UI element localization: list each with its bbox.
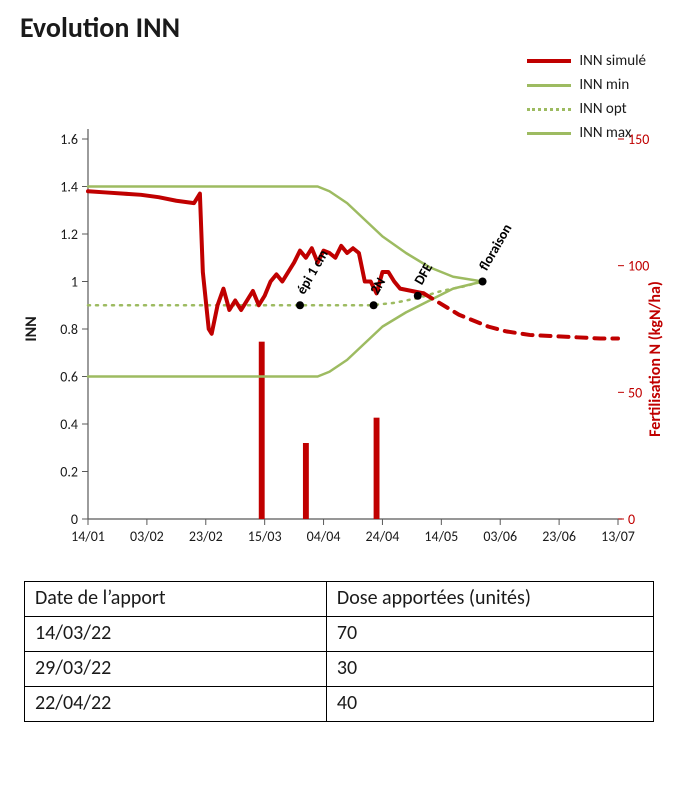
inn-chart: INN simulé INN min INN opt INN max 0 0.2 0… [18,49,664,569]
legend-label: INN simulé [579,49,646,73]
svg-text:03/02: 03/02 [130,528,164,545]
chart-legend: INN simulé INN min INN opt INN max [527,49,646,145]
table-cell: 29/03/22 [25,652,327,687]
svg-text:23/02: 23/02 [189,528,223,545]
svg-text:DFE: DFE [411,260,437,288]
svg-text:50: 50 [628,384,642,401]
table-header: Dose apportées (unités) [326,582,653,617]
legend-item: INN max [527,121,646,145]
svg-text:0.4: 0.4 [60,416,78,433]
legend-label: INN min [579,73,629,97]
svg-text:14/05: 14/05 [424,528,458,545]
table-header: Date de l’apport [25,582,327,617]
table-cell: 22/04/22 [25,687,327,722]
svg-text:1: 1 [71,274,78,291]
svg-text:floraison: floraison [475,221,515,274]
svg-text:Fertilisation N (kgN/ha): Fertilisation N (kgN/ha) [646,281,664,437]
svg-text:15/03: 15/03 [248,528,282,545]
legend-swatch [527,59,571,63]
legend-item: INN opt [527,97,646,121]
page-title: Evolution INN [20,10,665,45]
svg-text:0.8: 0.8 [60,321,78,338]
svg-text:1.6: 1.6 [60,131,78,148]
svg-text:0: 0 [628,511,635,528]
svg-text:0: 0 [71,511,78,528]
table-cell: 30 [326,652,653,687]
svg-text:1.2: 1.2 [60,226,78,243]
svg-text:04/04: 04/04 [307,528,341,545]
svg-text:1.4: 1.4 [60,179,78,196]
svg-text:03/06: 03/06 [483,528,517,545]
svg-text:14/01: 14/01 [71,528,105,545]
legend-swatch [527,108,571,111]
svg-text:2N: 2N [366,275,389,298]
svg-text:13/07: 13/07 [601,528,635,545]
legend-item: INN min [527,73,646,97]
legend-item: INN simulé [527,49,646,73]
legend-swatch [527,84,571,87]
svg-text:0.6: 0.6 [60,369,78,386]
legend-label: INN max [579,121,631,145]
table-cell: 70 [326,617,653,652]
legend-swatch [527,132,571,135]
legend-label: INN opt [579,97,626,121]
svg-text:100: 100 [628,258,649,275]
table-cell: 40 [326,687,653,722]
svg-text:23/06: 23/06 [542,528,576,545]
svg-text:24/04: 24/04 [366,528,400,545]
table-cell: 14/03/22 [25,617,327,652]
svg-text:INN: INN [22,316,41,341]
apports-table: Date de l’apport Dose apportées (unités)… [24,581,654,722]
svg-text:0.2: 0.2 [60,464,78,481]
